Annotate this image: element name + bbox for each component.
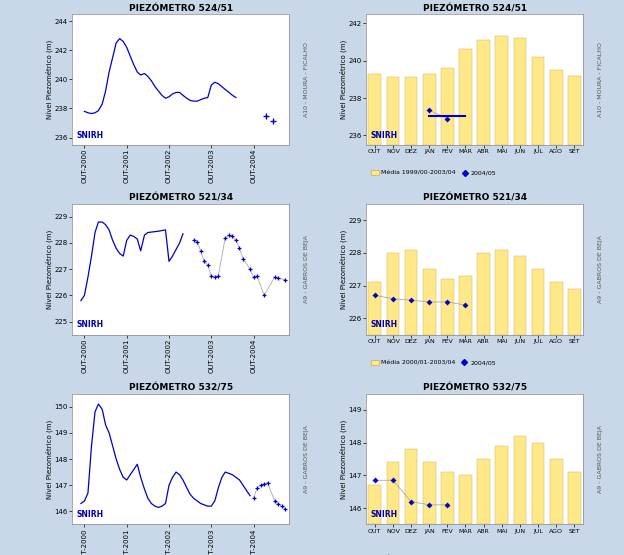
Bar: [459, 49, 472, 145]
Bar: [423, 74, 436, 145]
Y-axis label: Nível Piezométrico (m): Nível Piezométrico (m): [46, 40, 53, 119]
Bar: [441, 68, 454, 145]
Bar: [441, 472, 454, 524]
Text: SNIRH: SNIRH: [370, 130, 397, 139]
Legend: Média 1999/00-2003/04, 2004/05: Média 1999/00-2003/04, 2004/05: [369, 168, 499, 178]
Bar: [387, 462, 399, 524]
Bar: [550, 459, 563, 524]
Text: SNIRH: SNIRH: [76, 510, 103, 519]
Bar: [532, 269, 544, 335]
Text: SNIRH: SNIRH: [76, 130, 103, 139]
Bar: [405, 250, 417, 335]
Bar: [423, 462, 436, 524]
Bar: [532, 57, 544, 145]
Legend: Média 2000/01-2003/04, 2004/05: Média 2000/01-2003/04, 2004/05: [369, 358, 499, 368]
Text: SNIRH: SNIRH: [370, 320, 397, 330]
Title: PIEZÓMETRO 524/51: PIEZÓMETRO 524/51: [129, 4, 233, 13]
Text: A9 - GABROS DE BEJA: A9 - GABROS DE BEJA: [598, 425, 603, 493]
Text: SNIRH: SNIRH: [76, 320, 103, 330]
Text: SNIRH: SNIRH: [370, 510, 397, 519]
Bar: [568, 472, 581, 524]
Text: A10 - MOURA - FICALHO: A10 - MOURA - FICALHO: [305, 42, 310, 117]
Bar: [514, 436, 526, 524]
Bar: [477, 40, 490, 145]
Bar: [459, 476, 472, 524]
Bar: [550, 70, 563, 145]
Bar: [441, 279, 454, 335]
Text: A9 - GABROS DE BEJA: A9 - GABROS DE BEJA: [598, 235, 603, 303]
Y-axis label: Nível Piezométrico (m): Nível Piezométrico (m): [339, 420, 347, 498]
Y-axis label: Nível Piezométrico (m): Nível Piezométrico (m): [339, 230, 347, 309]
Bar: [387, 77, 399, 145]
Bar: [495, 36, 508, 145]
Bar: [550, 282, 563, 335]
Bar: [368, 74, 381, 145]
Bar: [423, 269, 436, 335]
Title: PIEZÓMETRO 521/34: PIEZÓMETRO 521/34: [129, 194, 233, 203]
Bar: [495, 446, 508, 524]
Title: PIEZÓMETRO 532/75: PIEZÓMETRO 532/75: [422, 384, 527, 393]
Bar: [387, 253, 399, 335]
Text: A9 - GABROS DE BEJA: A9 - GABROS DE BEJA: [305, 235, 310, 303]
Title: PIEZÓMETRO 521/34: PIEZÓMETRO 521/34: [422, 194, 527, 203]
Title: PIEZÓMETRO 524/51: PIEZÓMETRO 524/51: [422, 4, 527, 13]
Bar: [368, 282, 381, 335]
Y-axis label: Nível Piezométrico (m): Nível Piezométrico (m): [46, 230, 53, 309]
Bar: [568, 75, 581, 145]
Bar: [532, 443, 544, 524]
Text: A10 - MOURA - FICALHO: A10 - MOURA - FICALHO: [598, 42, 603, 117]
Bar: [514, 38, 526, 145]
Bar: [568, 289, 581, 335]
Title: PIEZÓMETRO 532/75: PIEZÓMETRO 532/75: [129, 384, 233, 393]
Bar: [495, 250, 508, 335]
Bar: [477, 459, 490, 524]
Bar: [405, 78, 417, 145]
Legend: Média 2000/01-2003/04, 2004/05: Média 2000/01-2003/04, 2004/05: [369, 553, 499, 555]
Bar: [514, 256, 526, 335]
Y-axis label: Nível Piezométrico (m): Nível Piezométrico (m): [46, 420, 53, 498]
Text: A9 - GABROS DE BEJA: A9 - GABROS DE BEJA: [305, 425, 310, 493]
Y-axis label: Nível Piezométrico (m): Nível Piezométrico (m): [339, 40, 347, 119]
Bar: [405, 449, 417, 524]
Bar: [477, 253, 490, 335]
Bar: [459, 276, 472, 335]
Bar: [368, 485, 381, 524]
